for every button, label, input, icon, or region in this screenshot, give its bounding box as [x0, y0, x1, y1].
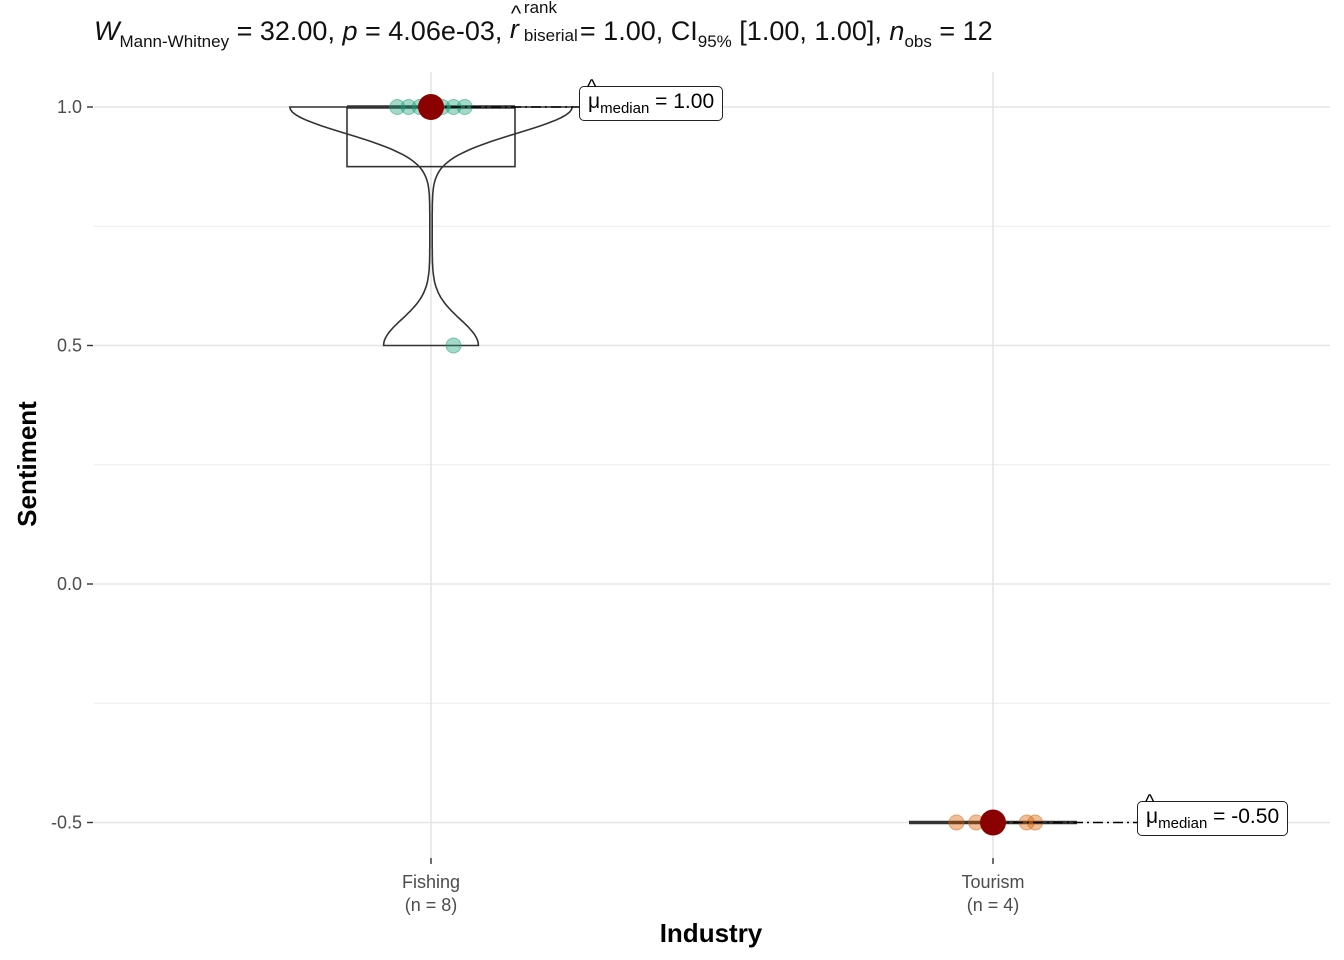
- median-subscript: median: [1158, 815, 1208, 832]
- y-tick-label: 0.5: [57, 336, 82, 356]
- grid: [94, 72, 1330, 858]
- x-tick-n-label: (n = 4): [967, 895, 1020, 915]
- n-value: = 12: [939, 16, 993, 46]
- r-symbol: r: [509, 14, 519, 44]
- n-symbol: n: [889, 16, 905, 46]
- mu-hat-symbol: ^ μ: [587, 76, 601, 114]
- x-tick-n-label: (n = 8): [405, 895, 458, 915]
- median-value: = 1.00: [655, 90, 715, 113]
- p-value: = 4.06e-03,: [365, 16, 503, 46]
- median-point: [418, 94, 444, 120]
- median-label-fishing: ^ μmedian = 1.00: [579, 76, 724, 121]
- median-subscript: median: [600, 100, 650, 117]
- x-axis-ticks: Fishing (n = 8) Tourism (n = 4): [402, 858, 1025, 915]
- r-subscript: biserial: [523, 26, 578, 45]
- x-tick-label: Fishing: [402, 872, 460, 892]
- hat-icon: ^: [510, 1, 522, 26]
- y-tick-label: -0.5: [51, 813, 82, 833]
- y-tick-label: 1.0: [57, 97, 82, 117]
- r-superscript: rank: [523, 0, 557, 17]
- ci-symbol: CI: [670, 16, 698, 46]
- mu-symbol: μ: [588, 90, 601, 113]
- r-value: = 1.00,: [579, 16, 664, 46]
- median-label-tourism: ^ μmedian = -0.50: [1137, 791, 1289, 836]
- mu-hat-symbol: ^ μ: [1145, 791, 1159, 829]
- data-point: [389, 99, 406, 115]
- x-tick-label: Tourism: [961, 872, 1024, 892]
- violin-fishing: [288, 106, 574, 347]
- r-rank-biserial-symbol: ^ r rank biserial: [509, 0, 580, 45]
- p-symbol: p: [342, 16, 358, 46]
- w-subscript: Mann-Whitney: [119, 32, 230, 51]
- data-point: [948, 814, 965, 831]
- n-subscript: obs: [904, 32, 932, 51]
- median-connectors: [431, 106, 1137, 824]
- y-axis-ticks: 1.0 0.5 0.0 -0.5: [51, 97, 93, 833]
- violins: [288, 106, 574, 347]
- data-point: [445, 337, 462, 354]
- y-axis-title: Sentiment: [12, 401, 42, 527]
- w-symbol: W: [94, 16, 120, 46]
- median-value: = -0.50: [1213, 805, 1280, 828]
- chart-subtitle: WMann-Whitney = 32.00, p = 4.06e-03, ^ r…: [94, 0, 993, 52]
- median-points: [418, 94, 1006, 836]
- data-point: [400, 99, 417, 115]
- mu-symbol: μ: [1146, 805, 1159, 828]
- y-tick-label: 0.0: [57, 574, 82, 594]
- hat-icon: ^: [587, 76, 597, 98]
- median-point: [980, 809, 1006, 836]
- hat-icon: ^: [1145, 791, 1155, 813]
- ci-subscript: 95%: [697, 32, 732, 51]
- ci-value: [1.00, 1.00],: [739, 16, 882, 46]
- x-axis-title: Industry: [660, 918, 763, 948]
- w-value: = 32.00,: [236, 16, 335, 46]
